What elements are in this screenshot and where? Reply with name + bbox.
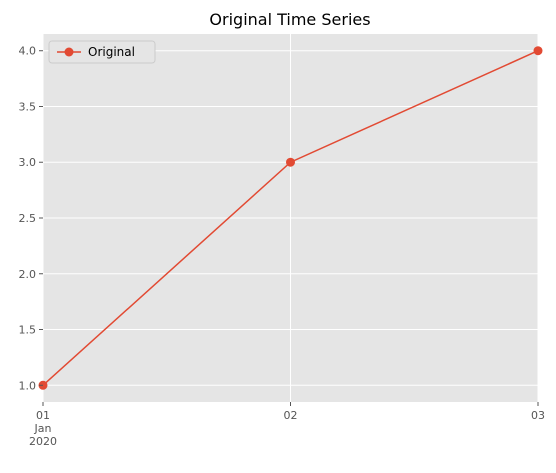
y-tick-label: 3.0	[19, 156, 37, 169]
x-tick-label: 01	[36, 409, 50, 422]
legend-marker	[64, 47, 74, 57]
legend-label: Original	[88, 45, 135, 59]
y-tick-label: 2.0	[19, 268, 37, 281]
y-tick-label: 1.0	[19, 379, 37, 392]
y-tick-label: 3.5	[19, 100, 37, 113]
legend-box	[48, 40, 156, 64]
x-tick-label: 03	[531, 409, 545, 422]
grid-layer	[42, 34, 539, 402]
y-tick-label: 1.5	[19, 324, 37, 337]
data-point	[533, 46, 543, 56]
legend: Original	[48, 40, 156, 64]
y-axis: 1.0 1.5 2.0 2.5 3.0 3.5 4.0	[19, 45, 43, 392]
y-tick-label: 4.0	[19, 45, 37, 58]
series-layer	[38, 46, 543, 390]
y-tick-label: 2.5	[19, 212, 37, 225]
x-tick-label: 2020	[29, 435, 57, 448]
x-tick-label: 02	[284, 409, 298, 422]
chart-title: Original Time Series	[209, 10, 370, 29]
data-point	[286, 157, 295, 167]
x-tick-label: Jan	[34, 422, 52, 435]
